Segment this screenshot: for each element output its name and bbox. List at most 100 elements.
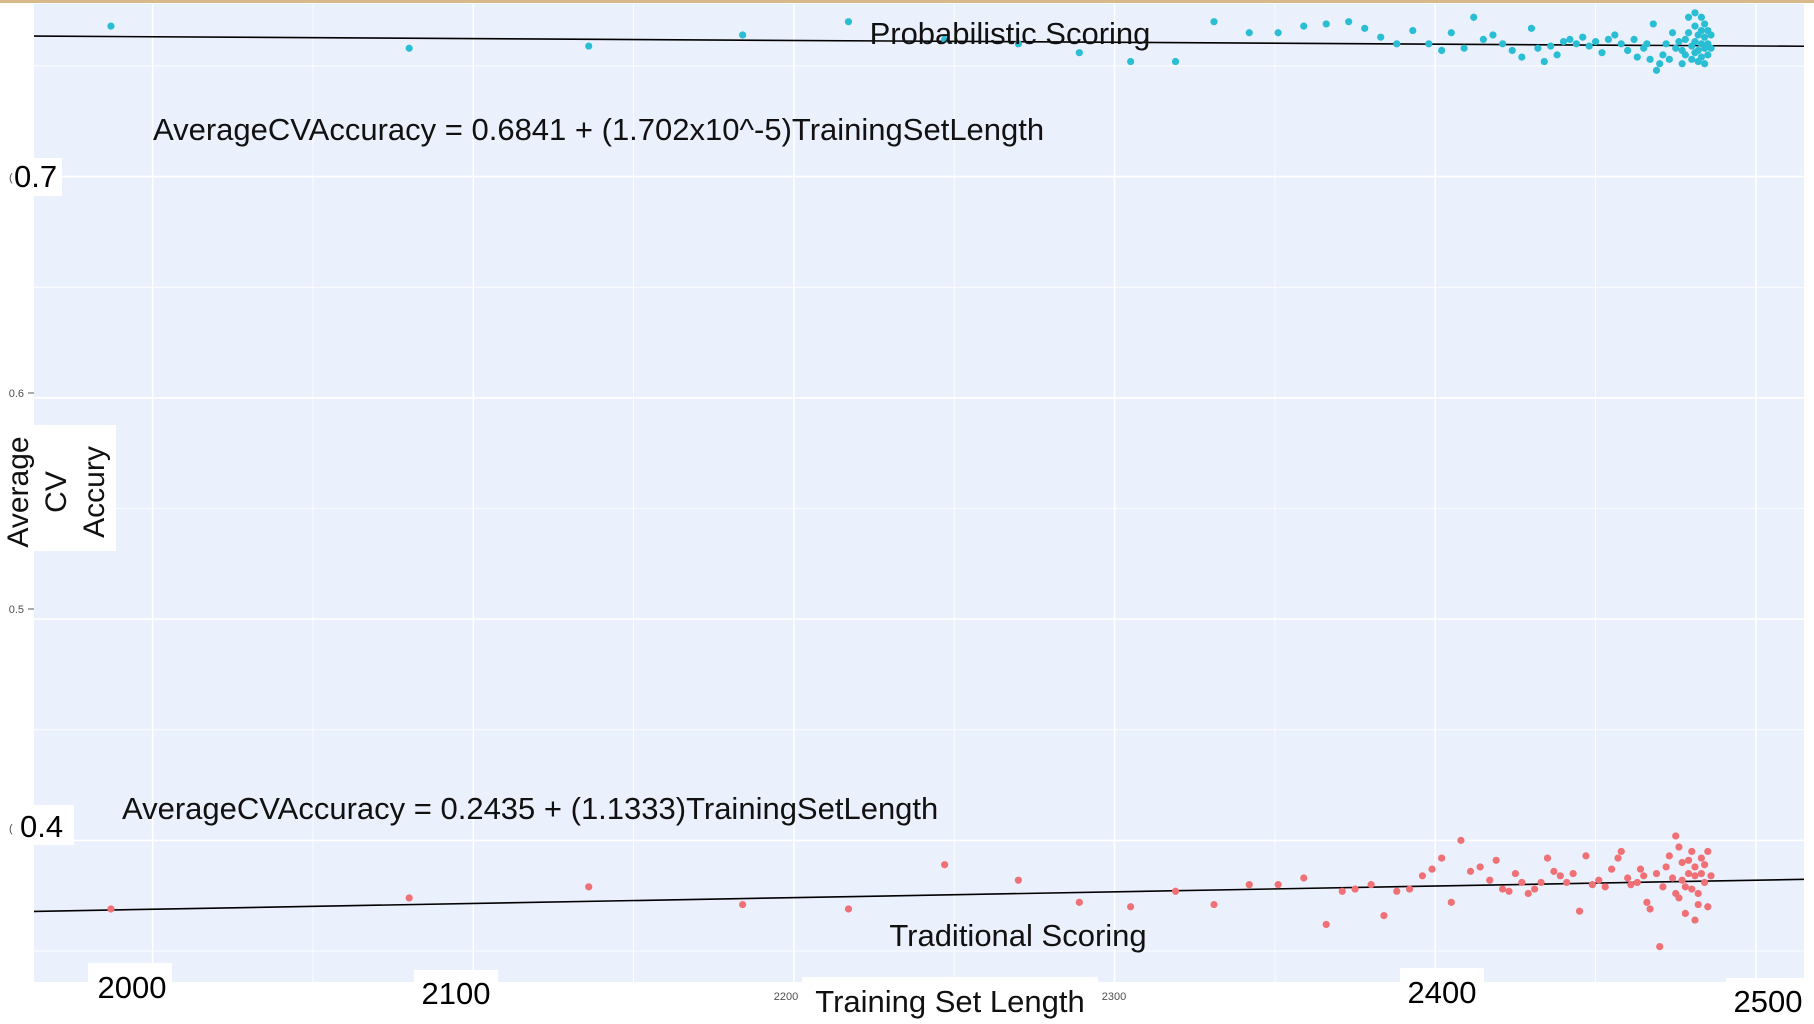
- y-axis-label-line-2: CV: [40, 471, 73, 513]
- x-tick-2100-box: [414, 970, 498, 1014]
- data-point: [1498, 40, 1507, 48]
- data-point: [1617, 40, 1625, 48]
- data-point: [1672, 832, 1680, 840]
- data-point: [1338, 887, 1346, 895]
- data-point: [1675, 38, 1683, 46]
- data-point: [1466, 867, 1475, 875]
- data-point: [405, 894, 413, 902]
- x-tick-2500-box: [1726, 978, 1810, 1022]
- data-point: [1665, 852, 1673, 860]
- data-point: [107, 22, 115, 30]
- data-point: [1428, 865, 1436, 873]
- data-point: [1591, 38, 1600, 46]
- data-point: [1662, 863, 1670, 871]
- plot-background: [34, 4, 1804, 982]
- data-point: [1697, 854, 1705, 862]
- data-point: [1486, 876, 1494, 884]
- fit-equation-traditional: AverageCVAccuracy = 0.2435 + (1.1333)Tra…: [122, 791, 938, 826]
- data-point: [1438, 46, 1446, 55]
- y-tick-label-0.5: 0.5: [9, 604, 24, 616]
- data-point: [1668, 874, 1677, 882]
- data-point: [1697, 26, 1705, 35]
- top-rule: [0, 0, 1814, 3]
- data-point: [1524, 889, 1532, 898]
- data-point: [1707, 31, 1715, 39]
- data-point: [1704, 51, 1712, 59]
- data-point: [1014, 40, 1023, 48]
- y-axis-label-line-3: Accury: [78, 446, 111, 538]
- data-point: [844, 905, 853, 913]
- data-point: [941, 861, 949, 869]
- y-tick-stub-0.7: (: [9, 172, 13, 184]
- data-point: [1476, 863, 1484, 871]
- grid-major: [34, 4, 1804, 982]
- data-point: [1377, 33, 1385, 41]
- data-point: [1585, 42, 1593, 50]
- data-point: [1624, 874, 1632, 882]
- data-point: [1681, 909, 1689, 918]
- series-title-probabilistic: Probabilistic Scoring: [870, 16, 1151, 51]
- data-point: [1492, 856, 1500, 864]
- data-point: [1171, 887, 1180, 895]
- data-point: [1636, 865, 1645, 873]
- data-point: [1617, 847, 1625, 856]
- data-point: [1563, 878, 1571, 887]
- data-point: [1550, 867, 1558, 875]
- fit-lines: [33, 35, 1805, 913]
- data-point: [1537, 878, 1545, 887]
- data-point: [1659, 51, 1667, 59]
- data-point: [1604, 35, 1613, 44]
- data-point: [1588, 881, 1596, 889]
- data-point: [1601, 883, 1609, 891]
- data-point: [1569, 869, 1577, 878]
- data-point: [1630, 35, 1638, 44]
- data-point: [1691, 38, 1699, 46]
- data-point: [1300, 22, 1308, 30]
- data-point: [1351, 885, 1359, 893]
- data-point: [1559, 38, 1568, 46]
- data-point: [585, 883, 593, 891]
- data-point: [1518, 878, 1526, 887]
- data-point: [1646, 55, 1654, 63]
- data-point: [1691, 916, 1699, 924]
- series-title-traditional: Traditional Scoring: [889, 918, 1146, 953]
- data-point: [1556, 872, 1564, 880]
- data-point: [1672, 44, 1680, 52]
- data-point: [1595, 876, 1603, 884]
- data-point: [1643, 40, 1651, 48]
- data-point: [1707, 872, 1715, 880]
- data-point: [1547, 42, 1555, 50]
- data-point: [1245, 881, 1253, 889]
- data-point: [1598, 49, 1606, 57]
- data-point: [1684, 29, 1693, 37]
- y-tick-label-0.6: 0.6: [9, 388, 24, 400]
- data-point: [1380, 912, 1388, 920]
- data-point: [1700, 878, 1709, 887]
- data-point: [1489, 31, 1497, 39]
- y-tick-label-0.4: 0.4: [20, 809, 63, 844]
- fit-line-probabilistic: [33, 35, 1805, 48]
- x-axis-label: Training Set Length: [815, 984, 1084, 1019]
- x-tick-label-2500: 2500: [1734, 984, 1803, 1019]
- series-traditional: [107, 832, 1715, 951]
- data-point: [1652, 66, 1661, 74]
- data-point: [1579, 33, 1587, 41]
- data-point: [1694, 889, 1702, 898]
- data-point: [1624, 46, 1632, 55]
- data-point: [1681, 883, 1689, 891]
- data-point: [405, 44, 413, 52]
- fit-line-traditional: [33, 878, 1805, 913]
- x-tick-label-2100: 2100: [422, 976, 491, 1011]
- fit-equation-probabilistic: AverageCVAccuracy = 0.6841 + (1.702x10^-…: [153, 112, 1044, 147]
- data-point: [1498, 885, 1507, 893]
- y-tick-stub-0.4: (: [9, 823, 13, 835]
- data-point: [1245, 29, 1253, 37]
- data-point: [1274, 881, 1282, 889]
- data-point: [1675, 894, 1683, 902]
- data-point: [739, 31, 747, 39]
- data-point: [1572, 40, 1580, 48]
- data-point: [1479, 35, 1487, 44]
- data-point: [1543, 854, 1552, 862]
- data-point: [1691, 863, 1699, 871]
- data-point: [1518, 53, 1526, 61]
